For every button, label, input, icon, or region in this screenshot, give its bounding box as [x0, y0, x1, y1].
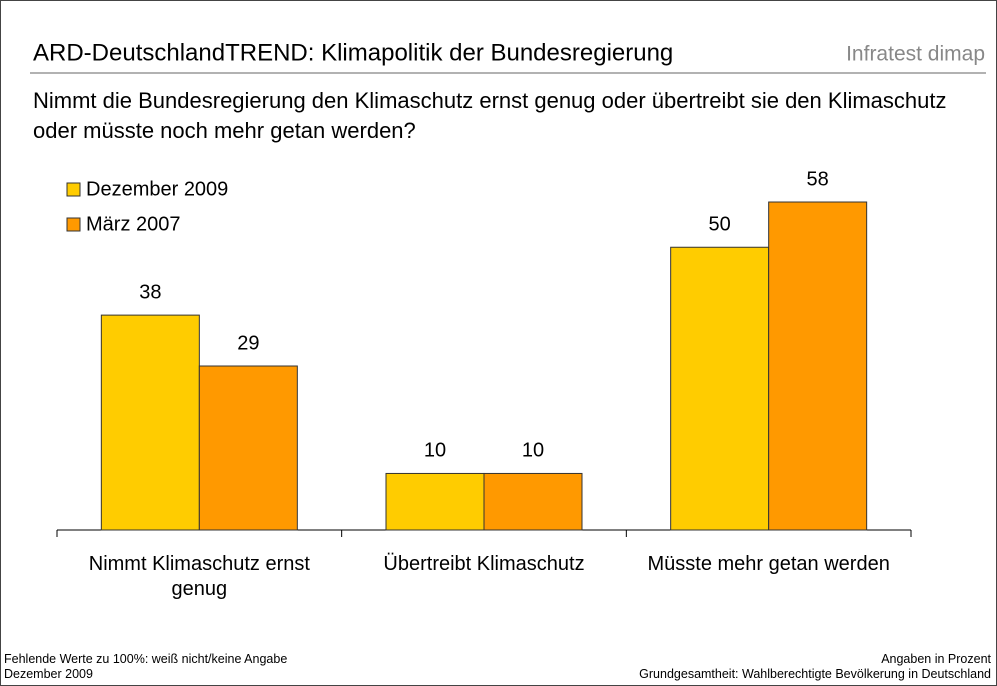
x-tick-label: Müsste mehr getan werden — [647, 553, 890, 575]
chart-title: ARD-DeutschlandTREND: Klimapolitik der B… — [33, 39, 673, 66]
bar — [385, 472, 485, 531]
value-label: 10 — [522, 440, 544, 462]
brand: Infratest dimap — [846, 43, 985, 66]
subtitle: Nimmt die Bundesregierung den Klimaschut… — [33, 88, 947, 143]
bar — [768, 201, 868, 531]
footnote: Dezember 2009 — [4, 667, 93, 681]
footnote: Grundgesamtheit: Wahlberechtigte Bevölke… — [639, 667, 991, 681]
legend-label: März 2007 — [86, 213, 181, 235]
legend-label: Dezember 2009 — [86, 178, 228, 200]
value-label: 50 — [709, 214, 731, 236]
x-tick-label: Übertreibt Klimaschutz — [383, 553, 585, 575]
bar — [198, 365, 298, 531]
value-label: 58 — [807, 168, 829, 190]
bar — [100, 314, 200, 531]
value-label: 29 — [237, 332, 259, 354]
legend-swatch — [66, 217, 81, 232]
bar — [483, 472, 583, 531]
bar — [670, 246, 770, 531]
value-label: 10 — [424, 440, 446, 462]
footnote: Fehlende Werte zu 100%: weiß nicht/keine… — [4, 652, 288, 666]
footnote: Angaben in Prozent — [881, 652, 991, 666]
value-label: 38 — [139, 281, 161, 303]
x-tick-label: Nimmt Klimaschutz ernst genug — [88, 553, 310, 600]
legend-swatch — [66, 182, 81, 197]
